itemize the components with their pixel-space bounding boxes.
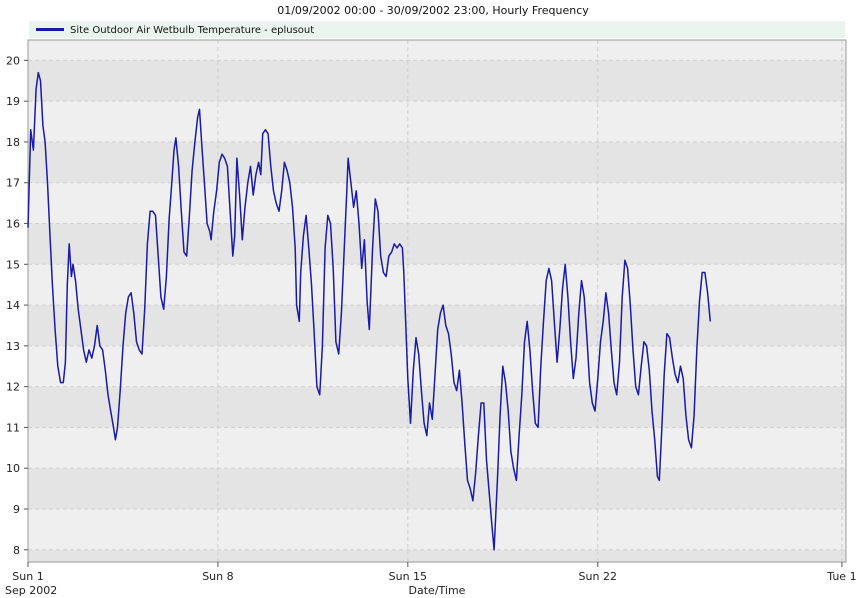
plot-frame: [27, 39, 847, 563]
x-tick-label: Sun 8: [202, 570, 233, 583]
y-tick-label: 20: [6, 54, 20, 67]
plot-band: [28, 141, 846, 183]
plot-band: [28, 182, 846, 224]
series-group: [27, 71, 712, 551]
x-axis-label: Date/Time: [409, 584, 466, 597]
plot-band: [28, 386, 846, 428]
plot-band: [28, 223, 846, 265]
series-line: [27, 71, 712, 551]
plot-band: [28, 264, 846, 306]
legend-background: [29, 21, 845, 38]
y-tick-label: 11: [6, 421, 20, 434]
plot-band: [28, 468, 846, 509]
y-tick-label: 12: [6, 381, 20, 394]
legend: Site Outdoor Air Wetbulb Temperature - e…: [29, 21, 845, 38]
y-tick-label: 18: [6, 136, 20, 149]
y-tick-label: 10: [6, 462, 20, 475]
legend-label: Site Outdoor Air Wetbulb Temperature - e…: [70, 25, 314, 36]
plot-band: [28, 101, 846, 142]
plot-bands: [28, 40, 846, 562]
plot-band: [28, 427, 846, 469]
y-tick-label: 14: [6, 299, 20, 312]
x-tick-label: Sun 15: [389, 570, 427, 583]
y-axis: 8 9 10 11 12 13 14 15 16 17 18 19 20: [6, 54, 28, 557]
y-tick-label: 13: [6, 340, 20, 353]
plot-grid: [27, 40, 846, 562]
plot-band: [28, 40, 846, 61]
chart-title: 01/09/2002 00:00 - 30/09/2002 23:00, Hou…: [277, 4, 589, 17]
y-tick-label: 16: [6, 218, 20, 231]
x-tick-label: Sun 1: [12, 570, 43, 583]
plot-band: [28, 60, 846, 102]
y-tick-label: 17: [6, 177, 20, 190]
plot-band: [28, 508, 846, 550]
y-tick-label: 8: [13, 544, 20, 557]
plot-band: [28, 549, 846, 562]
y-tick-label: 9: [13, 503, 20, 516]
x-tick-label: Tue 1: [826, 570, 856, 583]
y-tick-label: 19: [6, 95, 20, 108]
y-tick-label: 15: [6, 258, 20, 271]
x-tick-sublabel: Sep 2002: [5, 584, 57, 597]
x-tick-label: Sun 22: [579, 570, 617, 583]
